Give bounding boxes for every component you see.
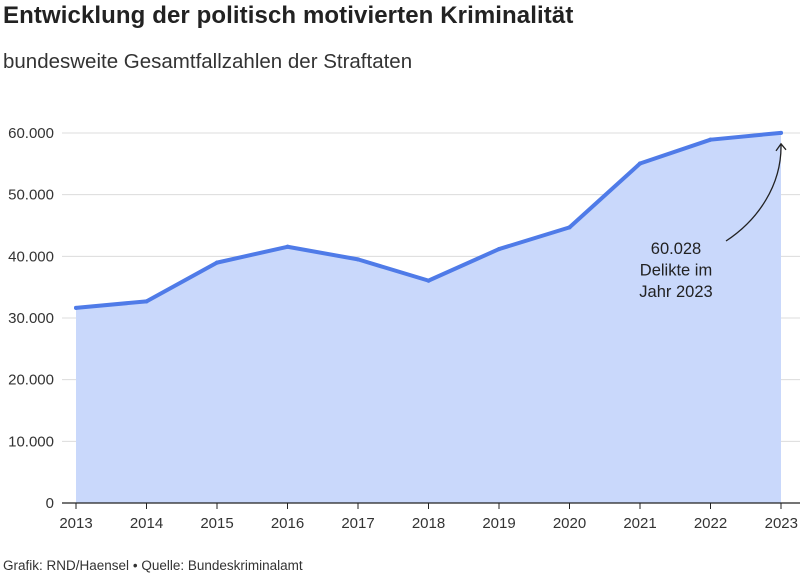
line-segment [144, 260, 219, 304]
x-tick-label: 2019 [482, 515, 515, 532]
area-fill [76, 132, 781, 503]
x-tick-label: 2016 [271, 515, 304, 532]
data-point [638, 161, 642, 166]
annotation-arrow [725, 143, 782, 242]
footer-separator: • [132, 558, 138, 573]
line-segment [426, 247, 501, 283]
annotation-label: 60.028 [651, 240, 701, 258]
line-segment [285, 244, 360, 262]
line-segment [74, 299, 149, 310]
y-tick-label: 20.000 [8, 372, 54, 389]
x-tick-label: 2021 [623, 515, 656, 532]
area-fill-layer [74, 130, 783, 503]
data-point [144, 299, 149, 304]
y-tick-label: 10.000 [8, 433, 54, 450]
line-segment [638, 137, 713, 166]
y-tick-label: 40.000 [8, 248, 54, 265]
data-point [567, 225, 572, 230]
data-point [356, 257, 360, 262]
data-point [708, 137, 713, 142]
line-segment [708, 130, 783, 142]
footer: Grafik: RND/Haensel • Quelle: Bundeskrim… [3, 558, 303, 573]
x-tick-label: 2020 [553, 515, 586, 532]
chart-subtitle: bundesweite Gesamtfallzahlen der Strafta… [3, 50, 413, 73]
annotation: 60.028 Delikte im Jahr 2023 [639, 142, 787, 301]
chart-title: Entwicklung der politisch motivierten Kr… [3, 2, 574, 29]
data-point [285, 244, 290, 249]
x-tick-label: 2022 [694, 515, 727, 532]
data-point [779, 130, 783, 135]
line-segment [497, 225, 572, 252]
x-tick-label: 2017 [341, 515, 374, 532]
data-point [215, 260, 219, 265]
line-segment [215, 244, 290, 265]
x-tick-label: 2018 [412, 515, 445, 532]
line-segment [567, 161, 642, 230]
footer-credit: Grafik: RND/Haensel [3, 558, 130, 573]
annotation-label: Jahr 2023 [639, 283, 712, 301]
data-point [426, 278, 431, 283]
line-segment [356, 257, 431, 283]
arrowhead-icon [775, 142, 787, 152]
y-tick-label: 30.000 [8, 310, 54, 327]
y-tick-label: 0 [46, 495, 54, 512]
data-point [74, 305, 78, 310]
x-tick-label: 2015 [200, 515, 233, 532]
x-tick-label: 2014 [130, 515, 163, 532]
data-point [497, 247, 501, 252]
axes: 0 10.000 20.000 30.000 40.000 50.000 60.000 201… [8, 125, 800, 532]
y-tick-label: 60.000 [8, 125, 54, 142]
annotation-label: Delikte im [640, 262, 712, 280]
footer-source: Quelle: Bundeskriminalamt [141, 558, 303, 573]
x-tick-label: 2023 [765, 515, 798, 532]
y-tick-label: 50.000 [8, 187, 54, 204]
x-tick-label: 2013 [59, 515, 92, 532]
